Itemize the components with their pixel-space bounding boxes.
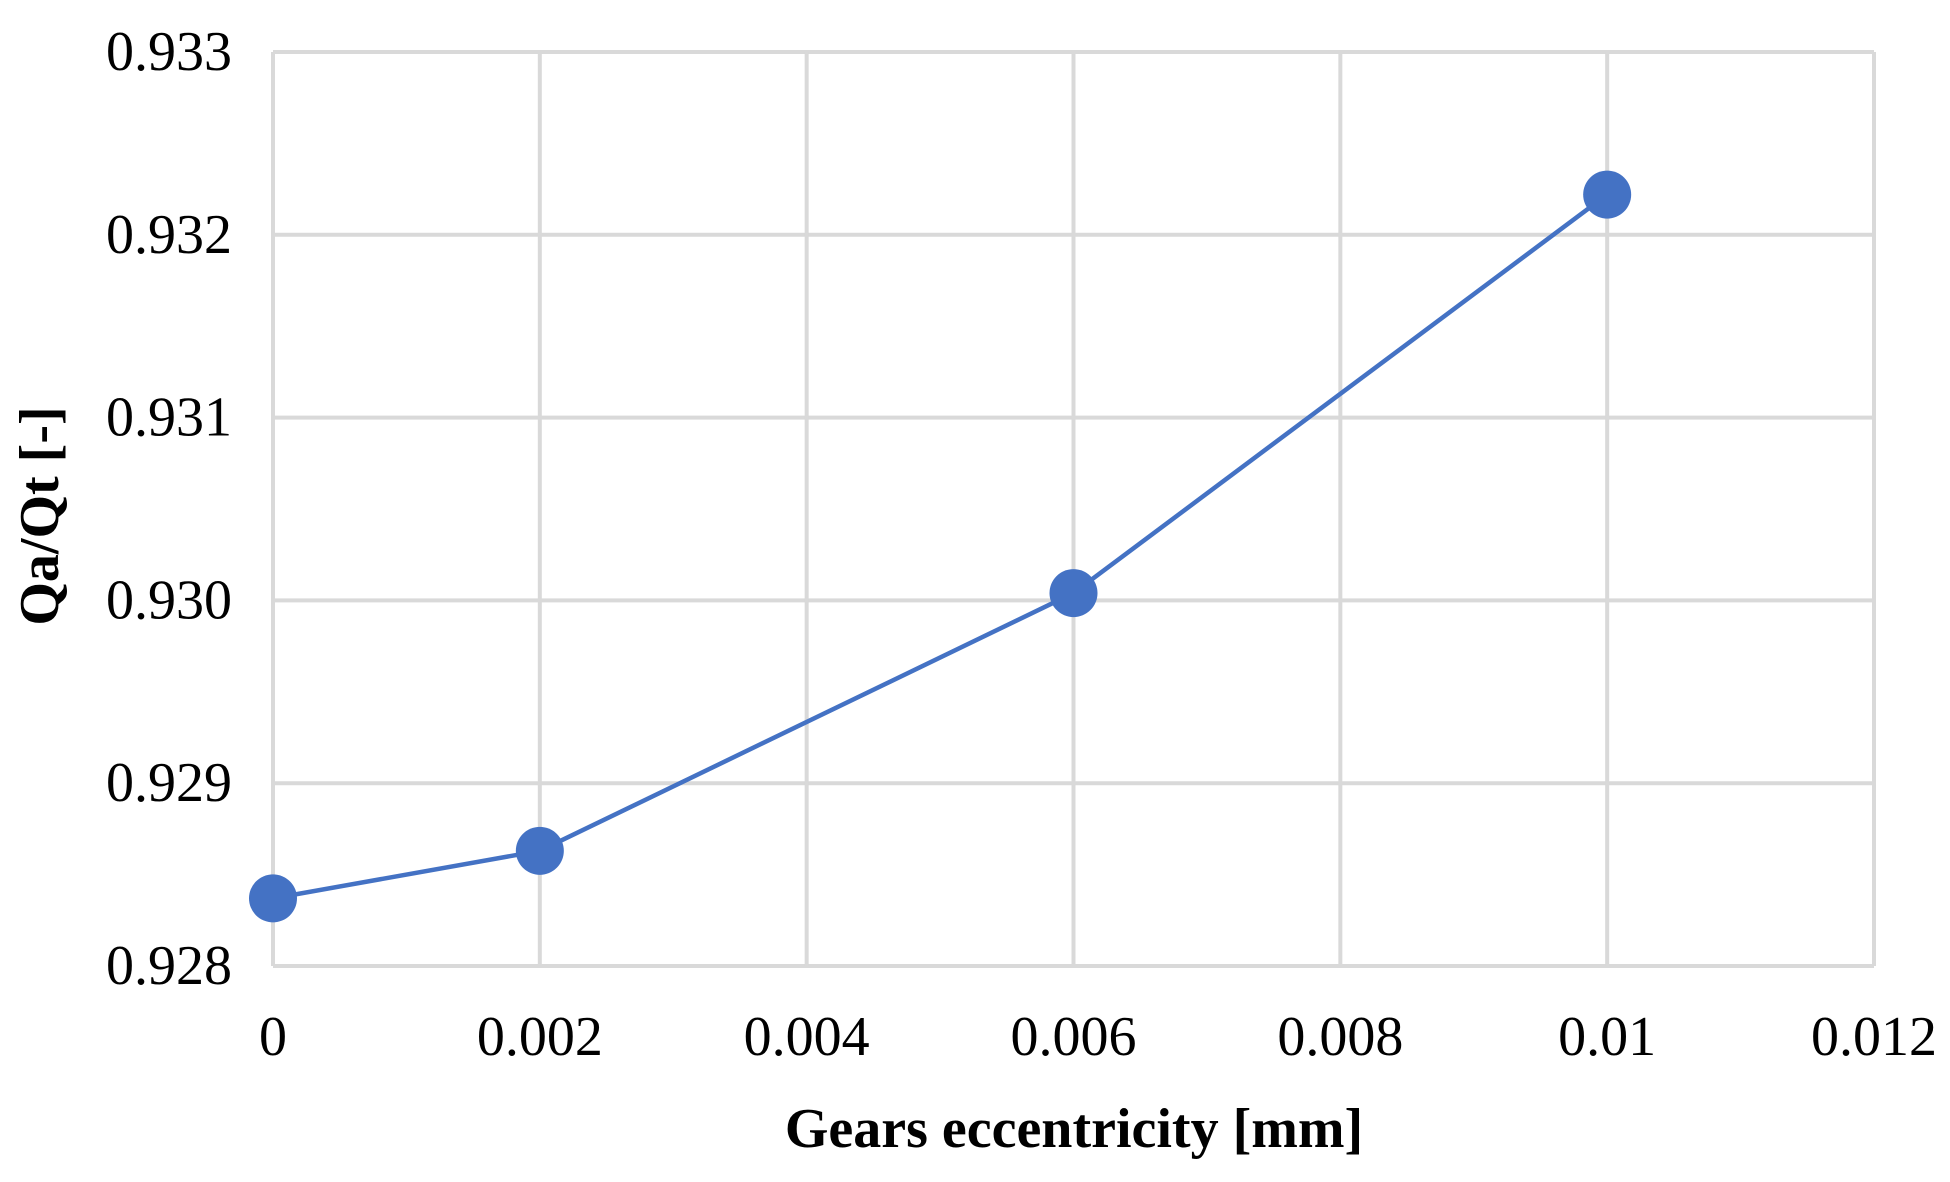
y-tick-label: 0.932 xyxy=(106,204,232,266)
y-tick-label: 0.929 xyxy=(106,752,232,814)
x-tick-label: 0.006 xyxy=(1011,1006,1137,1068)
x-tick-label: 0.012 xyxy=(1811,1006,1937,1068)
y-tick-label: 0.931 xyxy=(106,387,232,449)
series-line xyxy=(272,192,1609,901)
x-tick-label: 0 xyxy=(259,1006,287,1068)
x-axis-ticks: 0 0.002 0.004 0.006 0.008 0.01 0.012 xyxy=(259,1006,1937,1068)
plot-gridlines xyxy=(271,50,1876,968)
data-point xyxy=(1049,569,1098,618)
y-tick-label: 0.930 xyxy=(106,569,232,631)
x-axis-title: Gears eccentricity [mm] xyxy=(785,1098,1363,1160)
data-point xyxy=(1583,170,1632,219)
y-axis-ticks: 0.928 0.929 0.930 0.931 0.932 0.933 xyxy=(106,21,232,997)
x-tick-label: 0.008 xyxy=(1277,1006,1403,1068)
data-point xyxy=(249,874,297,923)
x-tick-label: 0.004 xyxy=(744,1006,870,1068)
y-tick-label: 0.933 xyxy=(106,21,232,83)
x-tick-label: 0.002 xyxy=(477,1006,603,1068)
series-group xyxy=(249,170,1632,923)
data-point xyxy=(515,826,564,875)
x-tick-label: 0.01 xyxy=(1558,1006,1656,1068)
y-tick-label: 0.928 xyxy=(106,935,232,997)
y-axis-title: Qa/Qt [-] xyxy=(9,406,71,625)
